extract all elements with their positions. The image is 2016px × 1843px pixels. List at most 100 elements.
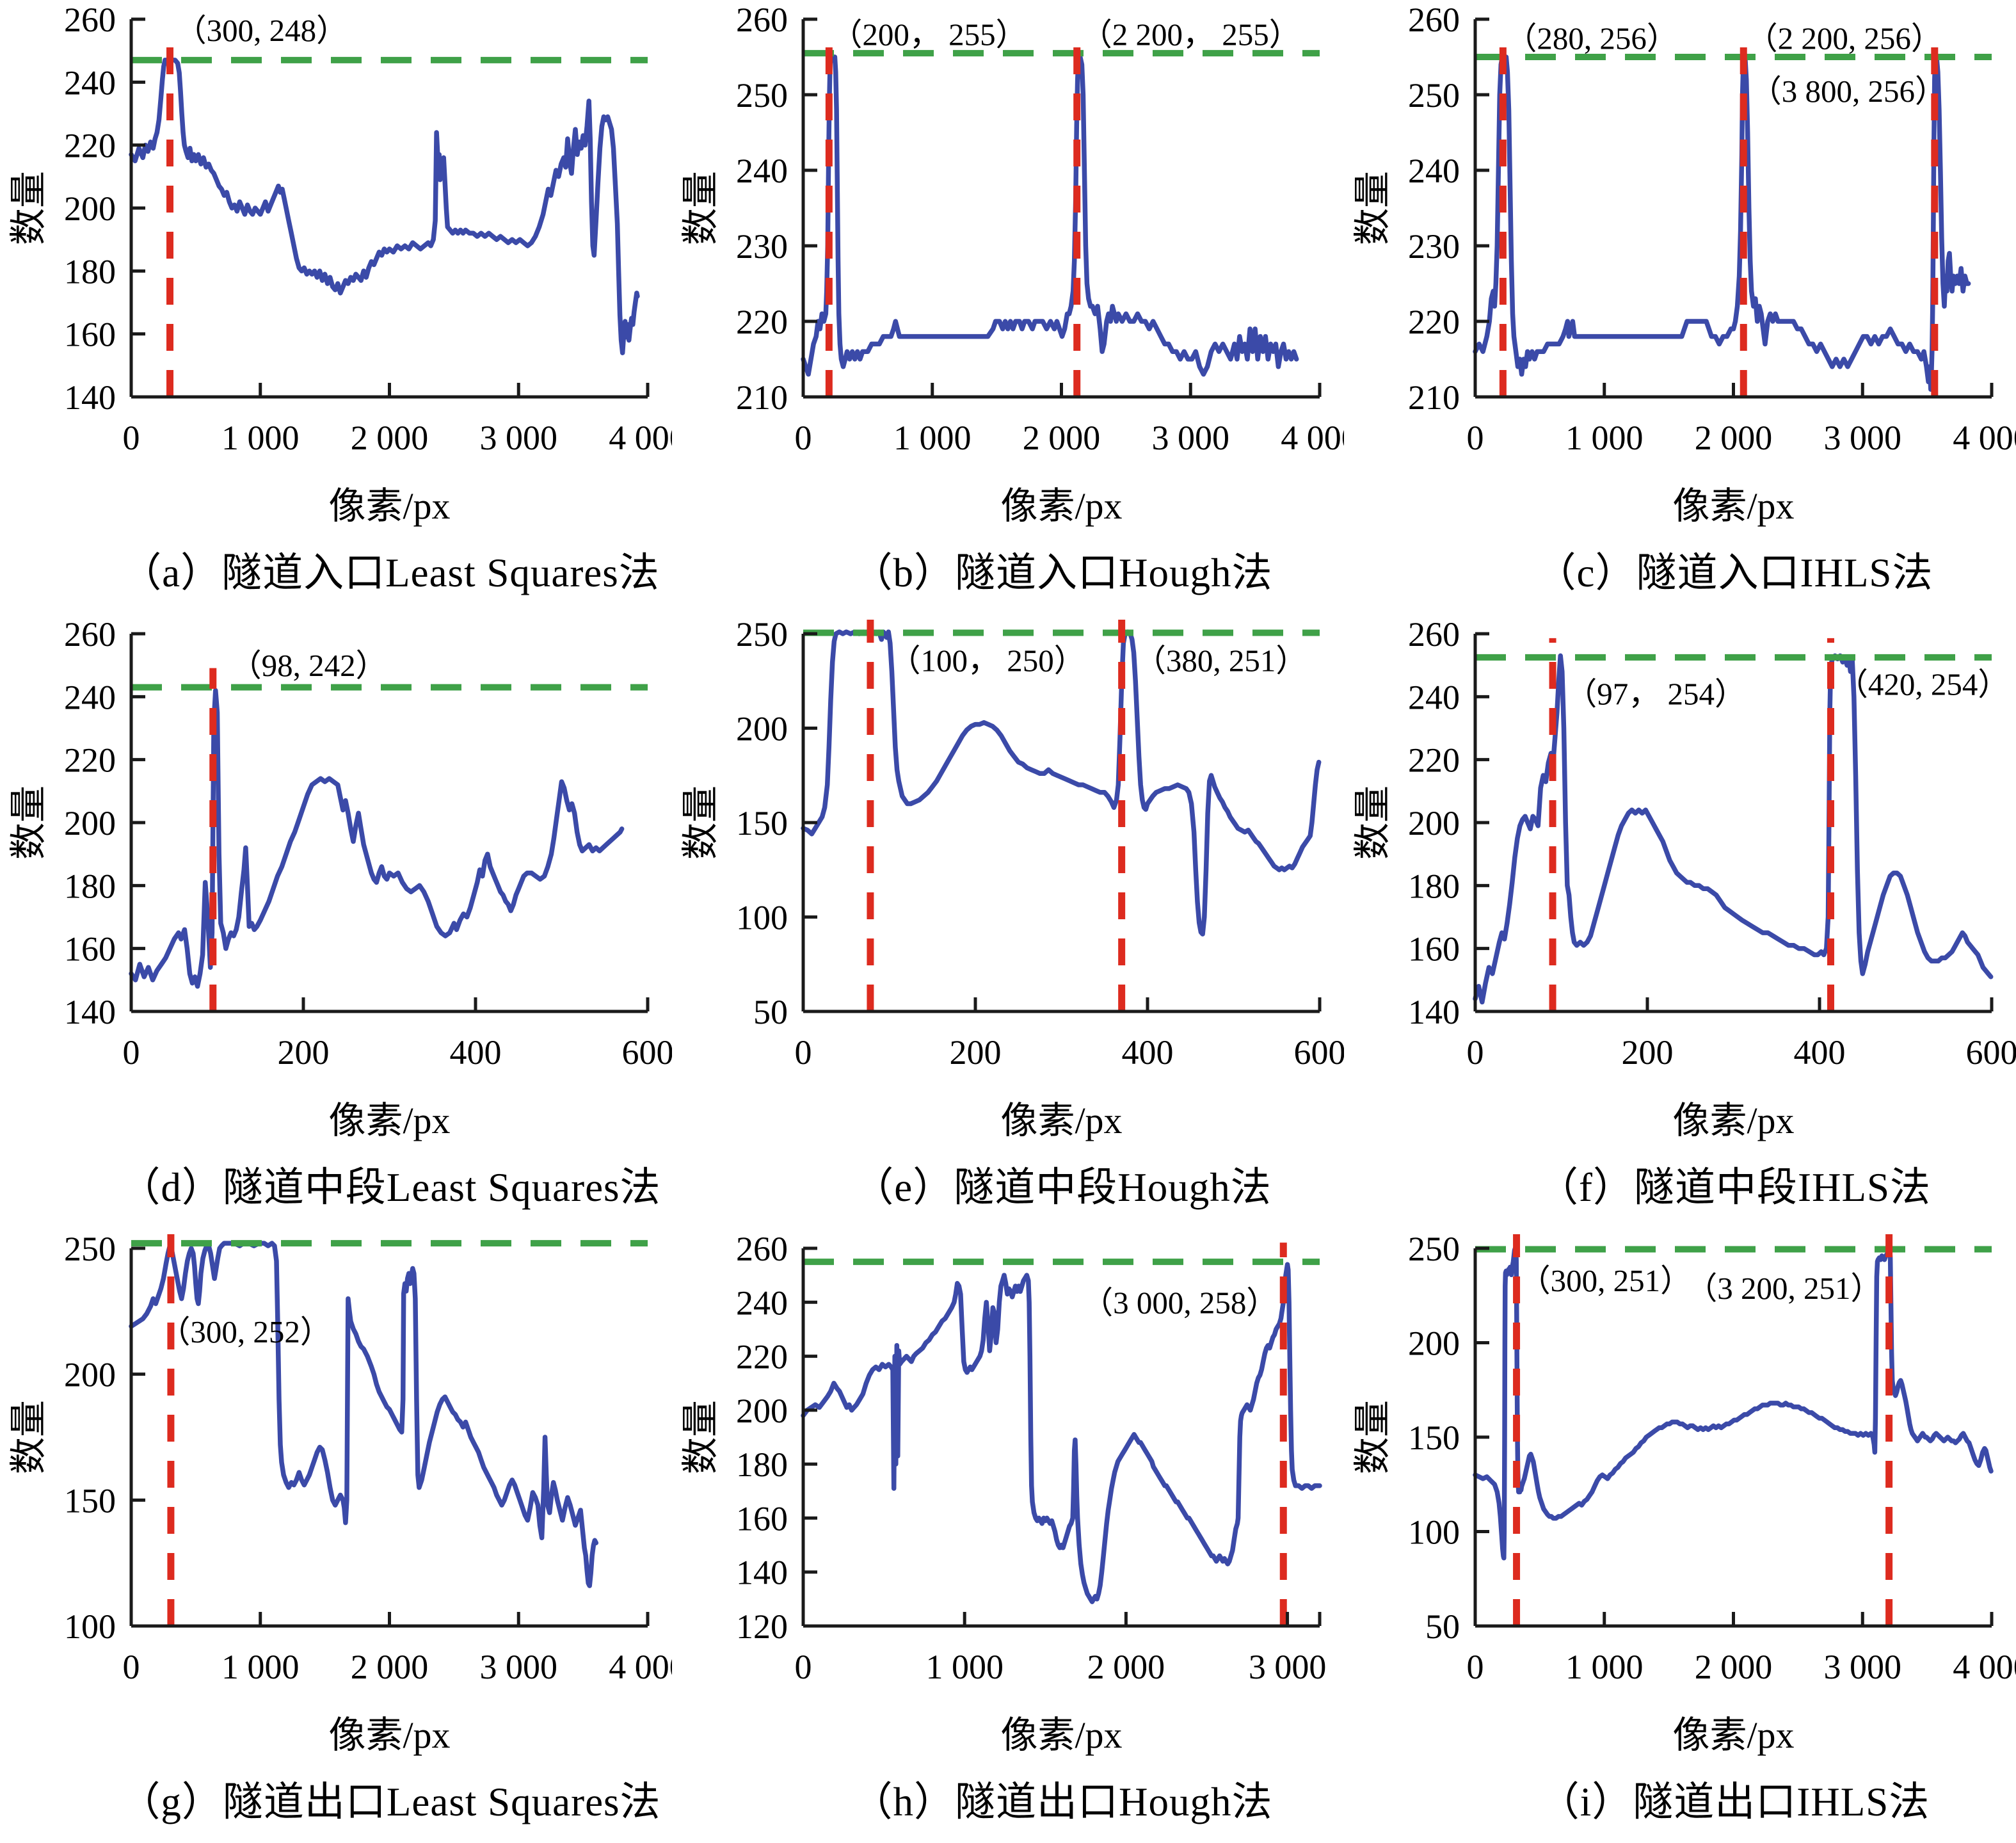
y-tick-label: 230 xyxy=(1408,227,1460,266)
x-axis-title: 像素/px xyxy=(1000,485,1122,527)
x-tick-label: 1 000 xyxy=(1565,419,1644,457)
chart-caption-i: （i）隧道出口IHLS法 xyxy=(1539,1780,1930,1824)
x-axis-title: 像素/px xyxy=(1672,1714,1794,1756)
x-tick-label: 1 000 xyxy=(925,1648,1004,1686)
y-axis-title: 数量 xyxy=(8,785,49,860)
x-tick-label: 0 xyxy=(795,1648,812,1686)
peak-annotation: （280, 256） xyxy=(1505,21,1678,56)
y-tick-label: 220 xyxy=(736,303,788,341)
y-tick-label: 140 xyxy=(64,378,116,417)
y-tick-label: 260 xyxy=(1408,615,1460,654)
x-tick-label: 0 xyxy=(795,419,812,457)
y-tick-label: 260 xyxy=(64,615,116,654)
x-tick-label: 3 000 xyxy=(1249,1648,1327,1686)
x-tick-label: 2 000 xyxy=(351,1648,429,1686)
peak-annotation: （300, 248） xyxy=(175,13,348,48)
chart-caption-a: （a）隧道入口Least Squares法 xyxy=(121,551,660,595)
y-tick-label: 140 xyxy=(736,1554,788,1592)
chart-caption-d: （d）隧道中段Least Squares法 xyxy=(120,1165,661,1210)
y-tick-label: 250 xyxy=(1408,1230,1460,1268)
y-tick-label: 100 xyxy=(1408,1513,1460,1552)
x-tick-label: 400 xyxy=(1794,1033,1846,1072)
y-tick-label: 240 xyxy=(736,152,788,190)
peak-annotation: （98, 242） xyxy=(230,648,387,683)
x-tick-label: 600 xyxy=(1294,1033,1345,1072)
peak-annotation: （2 200， 255） xyxy=(1081,17,1300,52)
x-tick-label: 0 xyxy=(123,419,140,457)
y-tick-label: 220 xyxy=(64,741,116,780)
y-tick-label: 200 xyxy=(736,1392,788,1430)
y-tick-label: 250 xyxy=(1408,76,1460,115)
y-tick-label: 150 xyxy=(736,804,788,842)
y-tick-label: 200 xyxy=(64,1356,116,1394)
y-axis-title: 数量 xyxy=(1352,785,1393,860)
x-tick-label: 0 xyxy=(1467,419,1484,457)
x-tick-label: 2 000 xyxy=(1087,1648,1165,1686)
x-tick-label: 0 xyxy=(795,1033,812,1072)
chart-cell-e: 0 200 400 600 50 100 150 200 250 数量 像素/px （100， 250… xyxy=(672,615,1344,1229)
y-tick-label: 180 xyxy=(1408,867,1460,905)
chart-cell-c: 0 1 000 2 000 3 000 4 000 210 220 230 240 250 260 数… xyxy=(1344,0,2016,615)
y-tick-label: 260 xyxy=(736,1230,788,1268)
x-tick-label: 1 000 xyxy=(221,419,300,457)
chart-h-canvas: 0 1 000 2 000 3 000 120 140 160 180 200 220 240 260… xyxy=(680,1230,1327,1756)
series-line xyxy=(801,54,1299,377)
x-tick-label: 3 000 xyxy=(480,1648,558,1686)
y-tick-label: 200 xyxy=(1408,804,1460,842)
y-tick-label: 200 xyxy=(64,189,116,228)
y-axis-title: 数量 xyxy=(8,1400,49,1474)
x-axis-title: 像素/px xyxy=(328,1714,450,1756)
y-axis-title: 数量 xyxy=(680,785,721,860)
y-tick-label: 250 xyxy=(736,76,788,115)
series-line xyxy=(129,54,640,355)
x-tick-label: 0 xyxy=(123,1033,140,1072)
x-tick-label: 4 000 xyxy=(609,1648,672,1686)
x-tick-label: 600 xyxy=(622,1033,673,1072)
peak-annotation: （97， 254） xyxy=(1565,676,1746,711)
peak-annotation: （200， 255） xyxy=(831,17,1027,52)
y-tick-label: 140 xyxy=(1408,993,1460,1031)
x-axis-title: 像素/px xyxy=(328,485,450,527)
y-tick-label: 180 xyxy=(736,1445,788,1484)
chart-caption-h: （h）隧道出口Hough法 xyxy=(852,1780,1273,1824)
y-tick-label: 250 xyxy=(64,1230,116,1268)
chart-caption-g: （g）隧道出口Least Squares法 xyxy=(120,1780,661,1824)
y-tick-label: 200 xyxy=(64,804,116,842)
x-tick-label: 3 000 xyxy=(1152,419,1230,457)
x-tick-label: 400 xyxy=(450,1033,502,1072)
x-axis-title: 像素/px xyxy=(1672,1100,1794,1141)
y-tick-label: 180 xyxy=(64,252,116,291)
y-axis-title: 数量 xyxy=(1352,171,1393,245)
x-tick-label: 1 000 xyxy=(1565,1648,1644,1686)
y-tick-label: 240 xyxy=(1408,678,1460,716)
chart-c-canvas: 0 1 000 2 000 3 000 4 000 210 220 230 240 250 260 数… xyxy=(1352,1,2016,527)
y-tick-label: 160 xyxy=(1408,930,1460,969)
peak-annotation: （3 000, 258） xyxy=(1082,1285,1277,1320)
y-tick-label: 200 xyxy=(1408,1324,1460,1363)
peak-annotation: （300, 252） xyxy=(159,1314,332,1349)
x-tick-label: 3 000 xyxy=(1824,419,1902,457)
peak-annotation: （2 200, 256） xyxy=(1747,21,1942,56)
x-axis-title: 像素/px xyxy=(1672,485,1794,527)
x-tick-label: 600 xyxy=(1966,1033,2016,1072)
chart-a-canvas: 0 1 000 2 000 3 000 4 000 140 160 180 200 220 240 2… xyxy=(8,1,672,527)
chart-cell-b: 0 1 000 2 000 3 000 4 000 210 220 230 240 250 260 数… xyxy=(672,0,1344,615)
y-tick-label: 240 xyxy=(1408,152,1460,190)
y-tick-label: 100 xyxy=(64,1607,116,1646)
x-tick-label: 4 000 xyxy=(1953,419,2016,457)
x-tick-label: 4 000 xyxy=(1281,419,1344,457)
y-tick-label: 160 xyxy=(736,1499,788,1538)
series-line xyxy=(129,1241,599,1588)
x-tick-label: 200 xyxy=(278,1033,330,1072)
x-tick-label: 3 000 xyxy=(1824,1648,1902,1686)
y-tick-label: 220 xyxy=(64,127,116,165)
x-tick-label: 1 000 xyxy=(893,419,972,457)
y-tick-label: 150 xyxy=(64,1481,116,1520)
x-tick-label: 0 xyxy=(1467,1648,1484,1686)
peak-annotation: （3 800, 256） xyxy=(1750,74,1946,109)
x-tick-label: 3 000 xyxy=(480,419,558,457)
y-axis-title: 数量 xyxy=(680,171,721,245)
y-tick-label: 260 xyxy=(736,1,788,39)
